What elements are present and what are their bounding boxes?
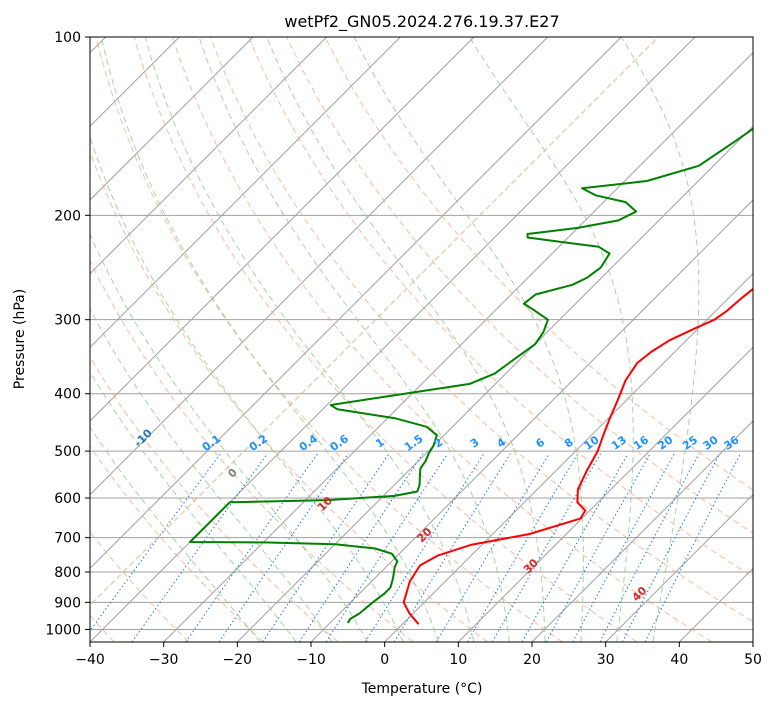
mixing-ratio-line bbox=[393, 453, 511, 642]
temperature-profile-line bbox=[402, 287, 753, 625]
moist-adiabat-line bbox=[198, 37, 510, 642]
x-tick-label: 40 bbox=[670, 652, 688, 668]
isotherm-line bbox=[90, 37, 328, 275]
y-tick-label: 300 bbox=[54, 313, 81, 329]
mixing-ratio-line bbox=[467, 453, 579, 642]
y-tick-label: 1000 bbox=[45, 622, 81, 638]
x-tick-label: 0 bbox=[380, 652, 389, 668]
moist-adiabats bbox=[90, 37, 700, 642]
y-tick-label: 200 bbox=[54, 208, 81, 224]
isotherm-line bbox=[163, 51, 753, 642]
plot-frame bbox=[89, 36, 754, 643]
y-tick-label: 800 bbox=[54, 565, 81, 581]
mixing-ratio-line bbox=[131, 453, 268, 642]
dry-adiabat-line bbox=[210, 37, 753, 623]
mixing-ratio-line bbox=[491, 453, 602, 642]
dry-adiabat-line bbox=[248, 37, 753, 578]
moist-adiabat-line bbox=[90, 308, 333, 642]
isotherm-line bbox=[90, 37, 254, 201]
x-tick-label: 30 bbox=[597, 652, 615, 668]
moist-adiabat-line bbox=[90, 370, 297, 642]
x-tick-label: −10 bbox=[296, 652, 326, 668]
y-tick-label: 100 bbox=[54, 30, 81, 46]
dewpoint-profile-line bbox=[189, 127, 753, 624]
x-tick-label: 20 bbox=[523, 652, 541, 668]
dry-adiabats bbox=[90, 37, 753, 642]
mixing-ratio-line bbox=[644, 453, 741, 642]
y-axis-title: Pressure (hPa) bbox=[12, 289, 28, 389]
mixing-ratio-line bbox=[325, 453, 449, 642]
x-axis-ticks: −40 −30 −20 −10 0 10 20 30 40 50 bbox=[75, 642, 762, 668]
dry-adiabat-line bbox=[324, 37, 753, 491]
chart-title: wetPf2_GN05.2024.276.19.37.E27 bbox=[284, 12, 559, 32]
moist-adiabat-line bbox=[353, 37, 584, 642]
isotherm-line bbox=[605, 493, 753, 642]
isotherm-line bbox=[90, 37, 475, 422]
dry-adiabat-line bbox=[133, 37, 638, 642]
isotherm-line bbox=[531, 420, 753, 642]
dry-adiabat-line bbox=[90, 259, 414, 642]
moist-adiabat-line bbox=[90, 426, 261, 642]
y-axis-ticks: 100 200 300 400 500 600 700 800 900 1000 bbox=[45, 30, 90, 638]
x-tick-label: 50 bbox=[744, 652, 762, 668]
y-tick-label: 600 bbox=[54, 491, 81, 507]
x-tick-label: −30 bbox=[149, 652, 179, 668]
isotherm-line bbox=[90, 37, 401, 349]
isotherms bbox=[90, 37, 753, 642]
mixing-ratio-line bbox=[435, 453, 550, 642]
y-tick-label: 700 bbox=[54, 531, 81, 547]
isotherm-line bbox=[457, 346, 753, 642]
x-axis-title: Temperature (°C) bbox=[361, 681, 483, 697]
x-tick-label: −40 bbox=[75, 652, 105, 668]
mixing-ratio-line bbox=[599, 453, 700, 642]
mixing-ratio-line bbox=[364, 453, 485, 642]
isotherm-line bbox=[310, 199, 753, 642]
dry-adiabat-line bbox=[95, 37, 563, 642]
x-tick-label: −20 bbox=[223, 652, 253, 668]
dry-adiabat-line bbox=[90, 445, 264, 642]
freezing-isotherm bbox=[90, 37, 659, 607]
moist-adiabat-line bbox=[144, 37, 475, 642]
mixing-ratio-line bbox=[621, 453, 721, 642]
y-tick-label: 900 bbox=[54, 595, 81, 611]
dry-adiabat-line bbox=[171, 37, 712, 642]
mixing-ratio-line bbox=[262, 453, 390, 642]
isotherm-line bbox=[90, 37, 549, 496]
profile-series bbox=[189, 127, 753, 625]
moist-adiabat-line bbox=[90, 232, 369, 642]
moist-adiabat-line bbox=[620, 37, 700, 642]
y-tick-label: 400 bbox=[54, 387, 81, 403]
pressure-gridlines bbox=[90, 37, 753, 630]
mixing-ratio-line bbox=[90, 453, 221, 632]
mixing-ratio-lines bbox=[90, 453, 741, 642]
x-tick-label: 10 bbox=[449, 652, 467, 668]
moist-adiabat-line bbox=[100, 37, 439, 642]
plot-area: 0.10.20.40.611.52346810131620253036-100-… bbox=[90, 37, 753, 642]
isotherm-line bbox=[90, 37, 622, 570]
reference-line bbox=[90, 37, 659, 607]
y-tick-label: 500 bbox=[54, 444, 81, 460]
moist-adiabat-line bbox=[90, 135, 404, 642]
